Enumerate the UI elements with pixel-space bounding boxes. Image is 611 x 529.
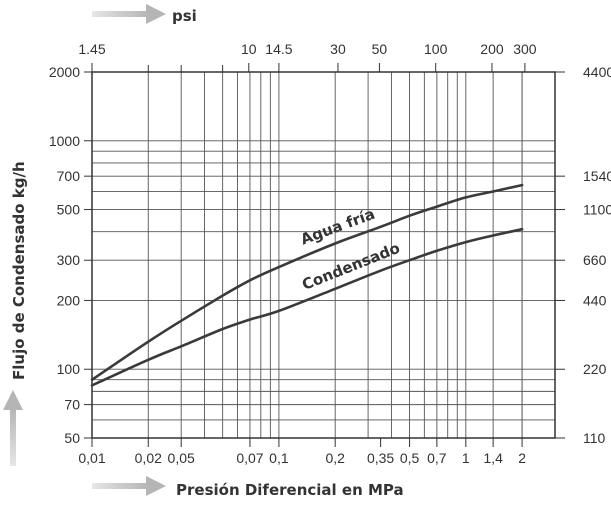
top-tick-label: 1.45 bbox=[78, 41, 105, 57]
plot-border bbox=[91, 71, 556, 439]
x-tick-label: 0,2 bbox=[325, 450, 345, 466]
x-tick-label: 0,02 bbox=[135, 450, 162, 466]
series-line-agua-fria bbox=[90, 183, 524, 381]
y-tick-label: 200 bbox=[57, 292, 81, 308]
y-tick-label: 300 bbox=[57, 252, 81, 268]
mpa-axis-arrow-icon bbox=[92, 476, 166, 496]
y-tick-label: 2000 bbox=[49, 64, 80, 80]
x-tick-label: 0,7 bbox=[427, 450, 447, 466]
right-tick-label: 660 bbox=[583, 252, 607, 268]
y-tick-label: 70 bbox=[64, 397, 80, 413]
top-tick-label: 14.5 bbox=[265, 41, 292, 57]
top-tick-label: 200 bbox=[480, 41, 504, 57]
x-axis-title: Presión Diferencial en MPa bbox=[176, 481, 404, 499]
x-tick-label: 0,07 bbox=[236, 450, 263, 466]
x-tick-label: 1 bbox=[462, 450, 470, 466]
top-tick-label: 100 bbox=[424, 41, 448, 57]
right-tick-label: 1100 bbox=[583, 202, 611, 218]
top-tick-label: 50 bbox=[372, 41, 388, 57]
y-tick-label: 50 bbox=[64, 430, 80, 446]
tick-labels: 0,01 0,02 0,05 0,07 0,1 0,2 0,35 0,5 0,7 1 1,4 2 1.4… bbox=[49, 41, 611, 466]
x-tick-label: 0,05 bbox=[168, 450, 195, 466]
top-tick-label: 300 bbox=[513, 41, 537, 57]
x-tick-label: 2 bbox=[518, 450, 526, 466]
right-tick-label: 1540 bbox=[583, 168, 611, 184]
y-tick-label: 500 bbox=[57, 202, 81, 218]
plot-frame bbox=[91, 71, 556, 439]
top-tick-label: 10 bbox=[241, 41, 257, 57]
x-tick-label: 0,1 bbox=[269, 450, 289, 466]
series-line-condensado bbox=[90, 227, 524, 387]
right-tick-label: 110 bbox=[583, 430, 606, 446]
grid-lines bbox=[92, 72, 555, 438]
top-tick-label: 30 bbox=[330, 41, 346, 57]
flow-axis-arrow-icon bbox=[3, 390, 23, 466]
y-axis-title: Flujo de Condensado kg/h bbox=[10, 161, 28, 380]
series-label-condensado: Condensado bbox=[299, 239, 402, 294]
y-tick-label: 100 bbox=[57, 361, 81, 377]
right-tick-label: 220 bbox=[583, 361, 607, 377]
y-tick-label: 1000 bbox=[49, 133, 80, 149]
x-tick-label: 0,35 bbox=[367, 450, 394, 466]
series-curves bbox=[90, 183, 524, 387]
y-tick-label: 700 bbox=[57, 168, 81, 184]
psi-axis-arrow-icon bbox=[92, 4, 166, 24]
right-tick-label: 440 bbox=[583, 292, 607, 308]
x-tick-label: 0,5 bbox=[400, 450, 420, 466]
x-tick-label: 1,4 bbox=[483, 450, 503, 466]
x-tick-label: 0,01 bbox=[78, 450, 105, 466]
top-axis-title: psi bbox=[172, 7, 197, 25]
right-tick-label: 4400 bbox=[583, 64, 611, 80]
tick-marks bbox=[84, 63, 565, 447]
